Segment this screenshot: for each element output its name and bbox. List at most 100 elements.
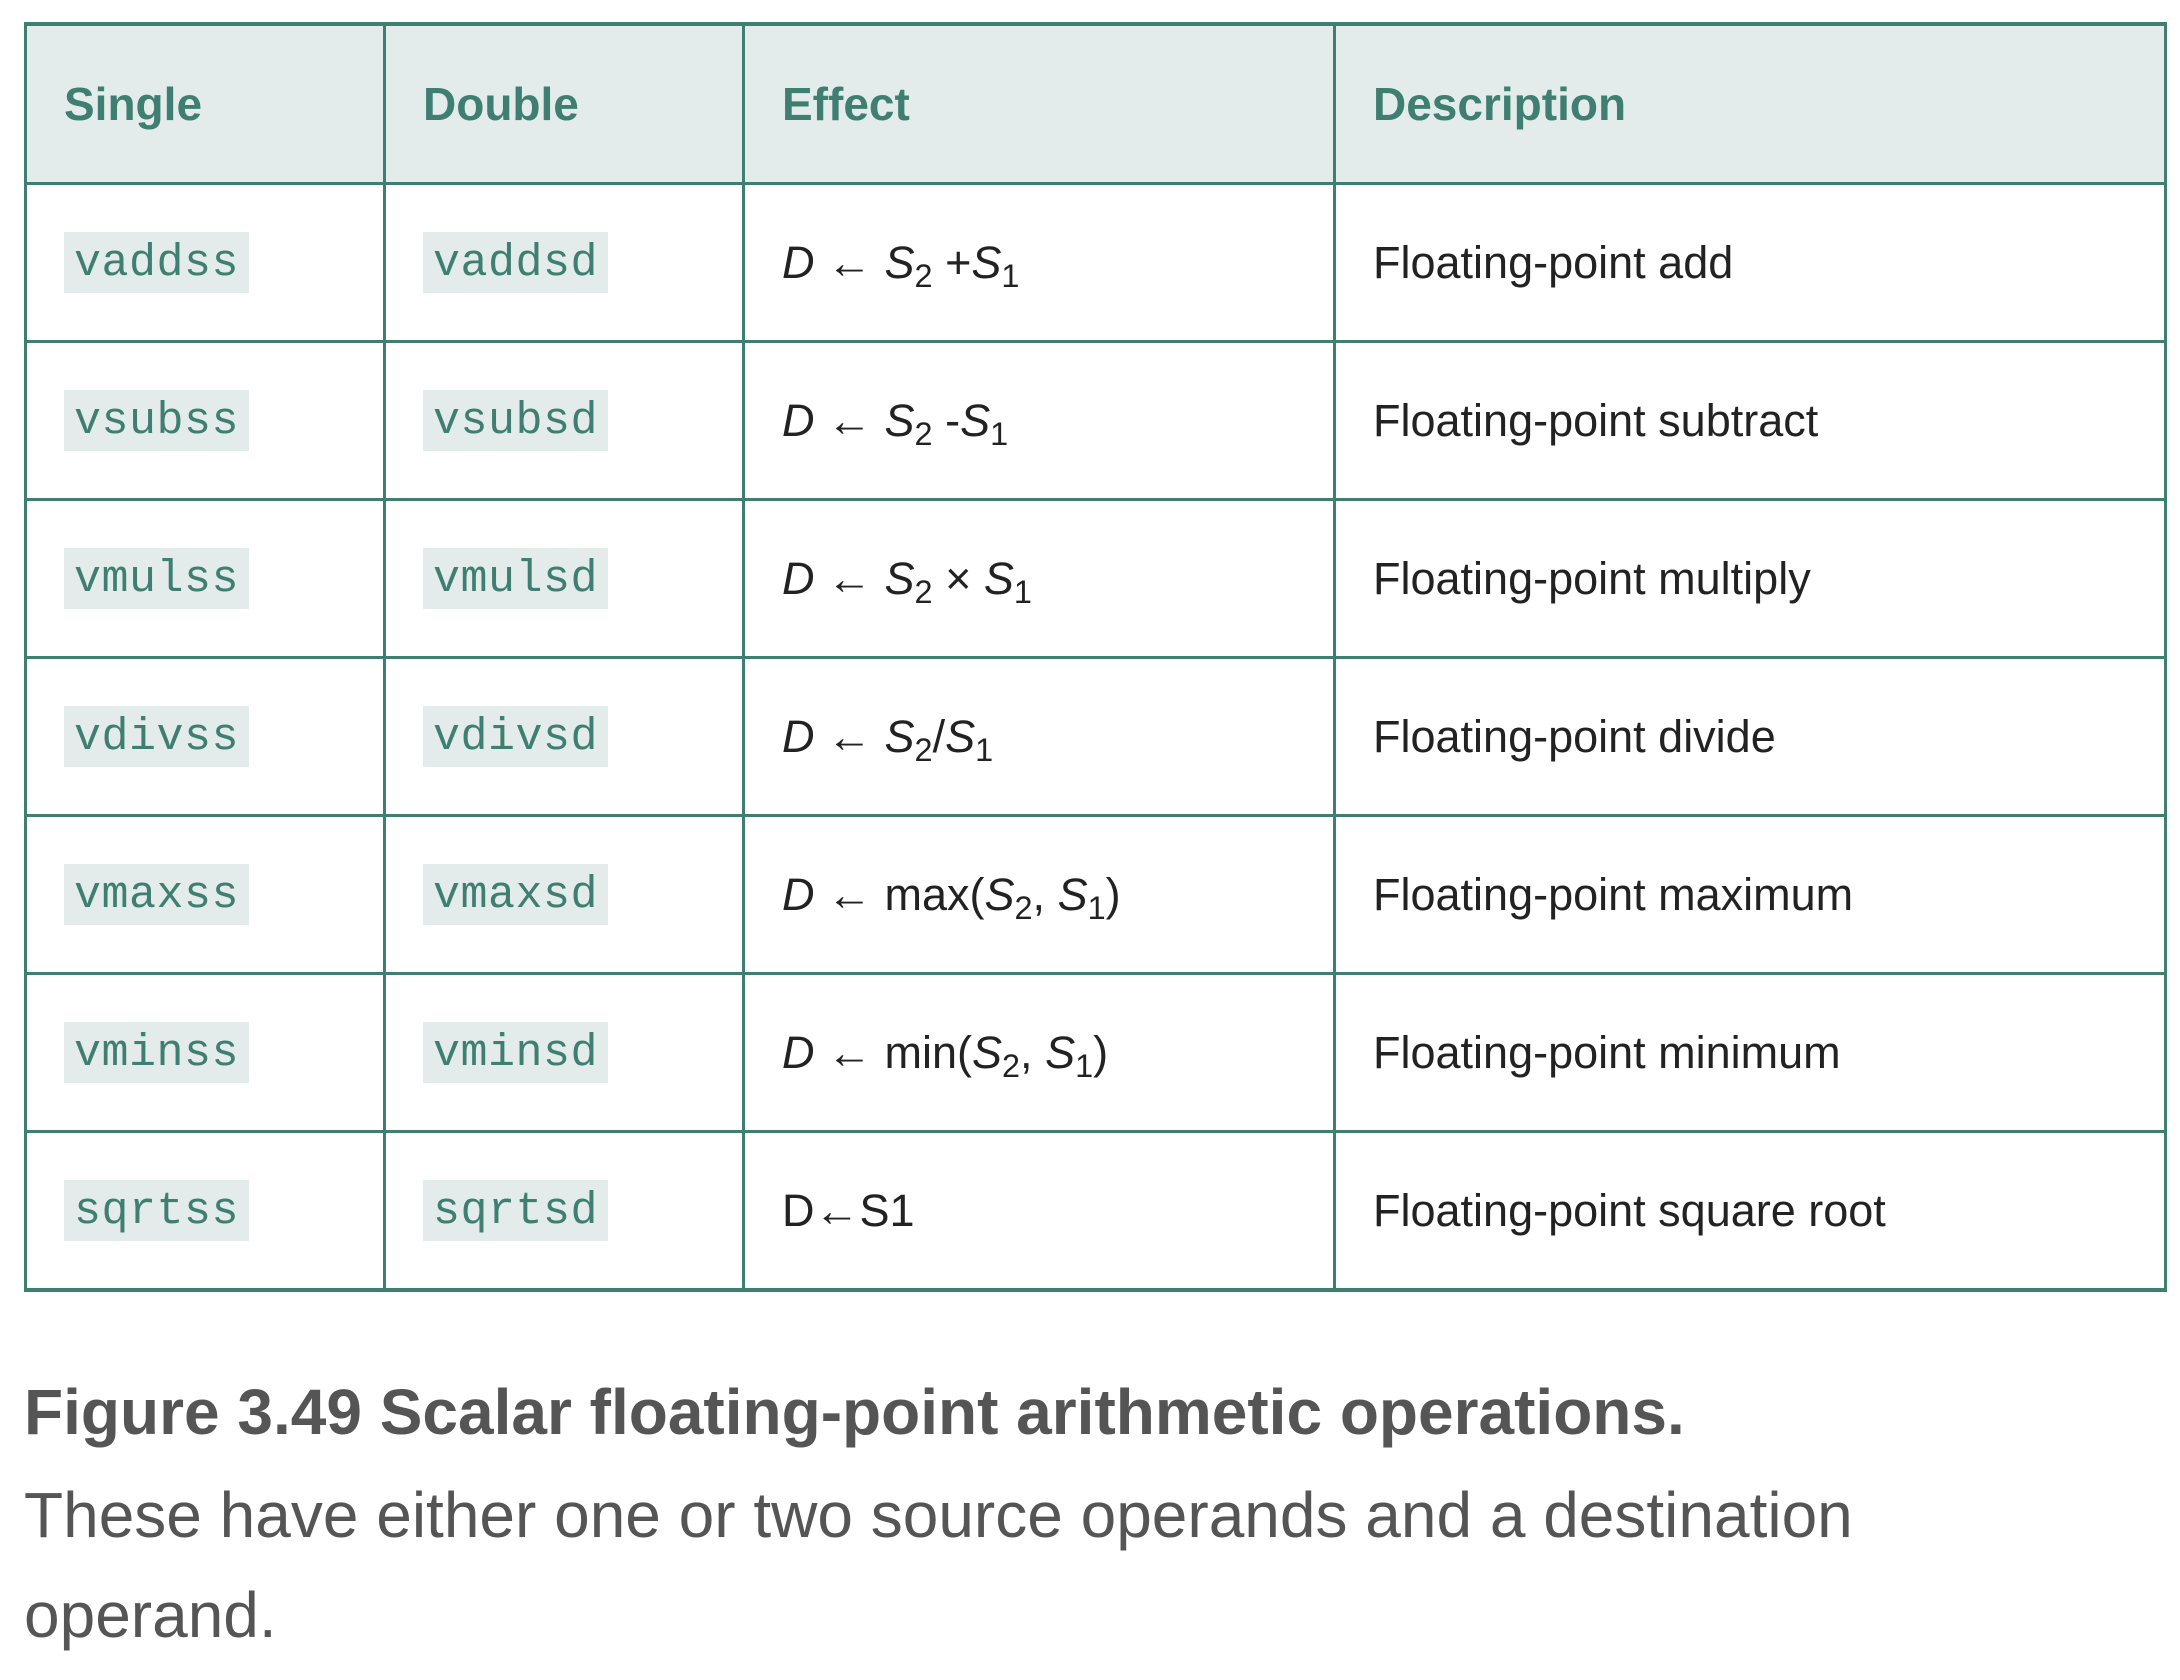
double-cell: sqrtsd	[383, 1130, 745, 1292]
effect-s1-sub: 1	[1013, 573, 1032, 610]
effect-op: /	[932, 710, 946, 762]
effect-s1: S	[983, 552, 1014, 604]
table-row: vmaxss vmaxsd D ← max(S2, S1) Floating-p…	[24, 814, 2167, 975]
header-description: Description	[1333, 22, 2167, 185]
effect-s2: S	[984, 868, 1015, 920]
double-cell: vmulsd	[383, 498, 745, 659]
effect-s2-sub: 2	[914, 731, 933, 768]
double-cell: vmaxsd	[383, 814, 745, 975]
effect-s2-sub: 2	[914, 415, 933, 452]
effect-op: -	[932, 394, 961, 446]
effect-formula: D ← min(S2, S1)	[782, 1026, 1109, 1082]
effect-s1: S	[1045, 1026, 1076, 1078]
effect-dest: D	[782, 868, 815, 920]
effect-close: )	[1105, 868, 1121, 920]
effect-dest: D	[782, 236, 815, 288]
single-cell: vdivss	[24, 656, 386, 817]
description-cell: Floating-point subtract	[1333, 340, 2167, 501]
effect-cell: D ← S2 -S1	[742, 340, 1336, 501]
effect-s1-sub: 1	[1001, 257, 1020, 294]
double-cell: vaddsd	[383, 182, 745, 343]
double-instruction: vsubsd	[423, 390, 609, 451]
single-instruction: vmaxss	[64, 864, 250, 925]
effect-close: )	[1093, 1026, 1109, 1078]
figure-caption-title: Figure 3.49 Scalar floating-point arithm…	[24, 1376, 1685, 1448]
single-cell: vsubss	[24, 340, 386, 501]
header-row: Single Double Effect Description	[24, 22, 2167, 185]
effect-op: ×	[932, 552, 984, 604]
effect-cell: D ← S2 +S1	[742, 182, 1336, 343]
effect-cell: D ← min(S2, S1)	[742, 972, 1336, 1133]
double-cell: vminsd	[383, 972, 745, 1133]
effect-arrow: ←	[827, 1026, 873, 1078]
effect-fn: min(	[872, 1026, 973, 1078]
effect-arrow: ←	[827, 710, 873, 762]
effect-s2-sub: 2	[1014, 889, 1033, 926]
double-cell: vsubsd	[383, 340, 745, 501]
effect-arrow: ←	[827, 552, 873, 604]
operations-table: Single Double Effect Description vaddss …	[24, 22, 2167, 1292]
effect-formula: D ← S2/S1	[782, 710, 993, 766]
effect-formula: D ← max(S2, S1)	[782, 868, 1121, 924]
effect-dest: D	[782, 552, 815, 604]
header-single: Single	[24, 22, 386, 185]
description-cell: Floating-point square root	[1333, 1130, 2167, 1292]
double-cell: vdivsd	[383, 656, 745, 817]
table-row: vdivss vdivsd D ← S2/S1 Floating-point d…	[24, 656, 2167, 817]
effect-cell: D←S1	[742, 1130, 1336, 1292]
double-instruction: vmaxsd	[423, 864, 609, 925]
single-cell: vaddss	[24, 182, 386, 343]
table-row: sqrtss sqrtsd D←S1 Floating-point square…	[24, 1130, 2167, 1292]
table-row: vaddss vaddsd D ← S2 +S1 Floating-point …	[24, 182, 2167, 343]
effect-cell: D ← S2/S1	[742, 656, 1336, 817]
effect-s2-sub: 2	[1002, 1047, 1021, 1084]
table-row: vmulss vmulsd D ← S2 × S1 Floating-point…	[24, 498, 2167, 659]
effect-s1: S	[971, 236, 1002, 288]
effect-s1-sub: 1	[1075, 1047, 1094, 1084]
double-instruction: vdivsd	[423, 706, 609, 767]
header-double: Double	[383, 22, 745, 185]
effect-op: ,	[1032, 868, 1058, 920]
single-cell: vminss	[24, 972, 386, 1133]
table-row: vsubss vsubsd D ← S2 -S1 Floating-point …	[24, 340, 2167, 501]
effect-dest: D	[782, 710, 815, 762]
effect-op: +	[932, 236, 972, 288]
single-instruction: vmulss	[64, 548, 250, 609]
single-instruction: vdivss	[64, 706, 250, 767]
double-instruction: vaddsd	[423, 232, 609, 293]
effect-formula: D ← S2 -S1	[782, 394, 1008, 450]
effect-s1: S	[960, 394, 991, 446]
description-cell: Floating-point multiply	[1333, 498, 2167, 659]
effect-arrow: ←	[827, 868, 873, 920]
effect-s2-sub: 2	[914, 573, 933, 610]
effect-formula: D ← S2 × S1	[782, 552, 1032, 608]
description-cell: Floating-point divide	[1333, 656, 2167, 817]
header-effect: Effect	[742, 22, 1336, 185]
effect-s2: S	[884, 236, 915, 288]
double-instruction: sqrtsd	[423, 1180, 609, 1241]
single-instruction: vaddss	[64, 232, 250, 293]
effect-s1-sub: 1	[975, 731, 994, 768]
effect-formula: D ← S2 +S1	[782, 236, 1019, 292]
table-body: vaddss vaddsd D ← S2 +S1 Floating-point …	[24, 182, 2167, 1292]
effect-fn: max(	[872, 868, 985, 920]
single-instruction: vminss	[64, 1022, 250, 1083]
single-instruction: vsubss	[64, 390, 250, 451]
effect-arrow: ←	[827, 394, 873, 446]
effect-dest: D	[782, 1026, 815, 1078]
effect-cell: D ← max(S2, S1)	[742, 814, 1336, 975]
effect-dest: D	[782, 394, 815, 446]
single-cell: sqrtss	[24, 1130, 386, 1292]
single-cell: vmulss	[24, 498, 386, 659]
single-cell: vmaxss	[24, 814, 386, 975]
description-cell: Floating-point maximum	[1333, 814, 2167, 975]
effect-op: ,	[1020, 1026, 1046, 1078]
single-instruction: sqrtss	[64, 1180, 250, 1241]
table-row: vminss vminsd D ← min(S2, S1) Floating-p…	[24, 972, 2167, 1133]
figure-caption-body: These have either one or two source oper…	[24, 1479, 1853, 1651]
effect-s2: S	[972, 1026, 1003, 1078]
effect-s1: S	[945, 710, 976, 762]
effect-s1: S	[1057, 868, 1088, 920]
effect-s2: S	[884, 394, 915, 446]
effect-s1-sub: 1	[1087, 889, 1106, 926]
